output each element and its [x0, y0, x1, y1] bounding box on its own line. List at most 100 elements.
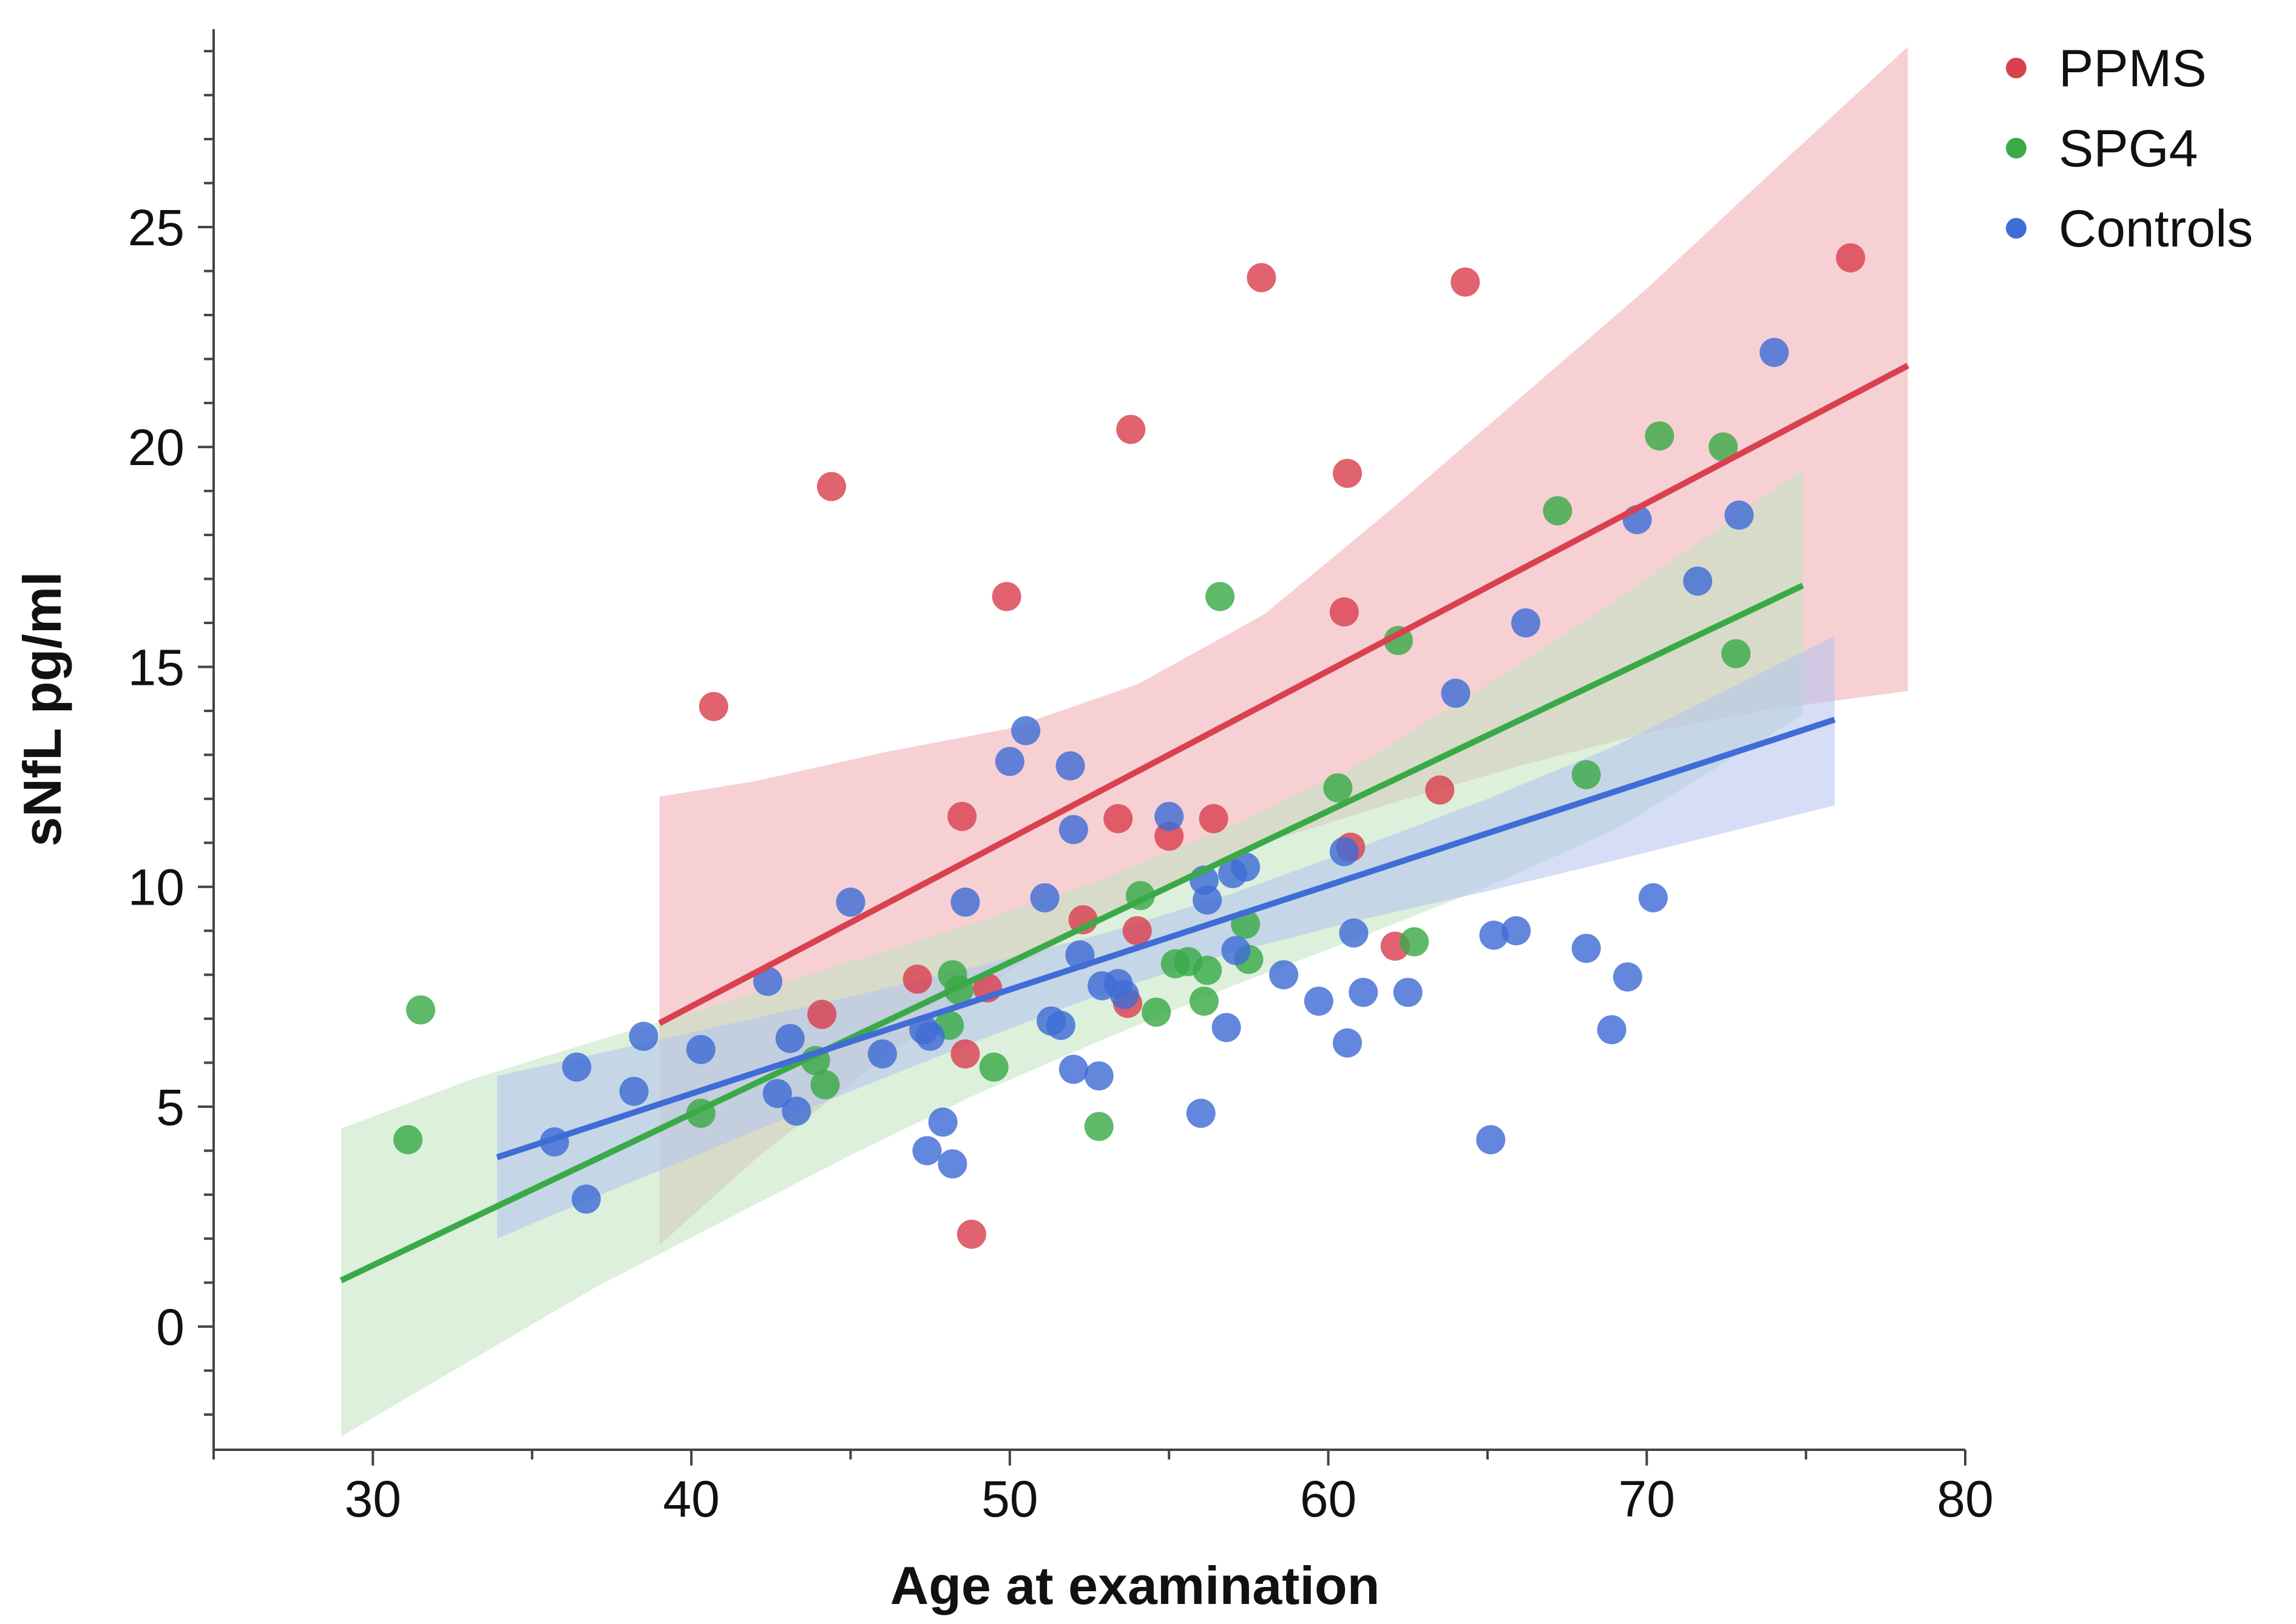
ppms-point	[1122, 916, 1152, 946]
spg4-point	[1193, 956, 1222, 985]
controls-point	[762, 1079, 792, 1109]
controls-point	[1109, 980, 1139, 1010]
y-tick-label: 0	[156, 1299, 185, 1356]
x-tick-label: 50	[981, 1470, 1038, 1527]
spg4-point	[1323, 773, 1353, 803]
x-tick-label: 30	[345, 1470, 401, 1527]
controls-point	[1339, 918, 1369, 948]
spg4-point	[1571, 760, 1601, 789]
controls-point	[1221, 936, 1251, 965]
ppms-point	[957, 1220, 986, 1249]
controls-point	[571, 1184, 601, 1214]
controls-point	[1683, 566, 1713, 596]
controls-point	[562, 1052, 592, 1082]
ppms-point	[817, 472, 846, 501]
spg4-point	[1721, 639, 1751, 668]
legend-marker	[2006, 138, 2027, 158]
ppms-point	[992, 582, 1021, 611]
y-tick-label: 5	[156, 1079, 185, 1136]
spg4-point	[810, 1070, 840, 1099]
ppms-point	[1425, 775, 1455, 805]
spg4-point	[1645, 421, 1675, 451]
controls-point	[912, 1136, 942, 1166]
controls-point	[1613, 962, 1642, 992]
spg4-point	[1708, 432, 1738, 462]
controls-point	[995, 747, 1024, 776]
legend-marker	[2006, 58, 2027, 78]
ppms-point	[1451, 267, 1480, 297]
legend-item-controls: Controls	[2006, 200, 2253, 258]
x-tick-label: 70	[1619, 1470, 1675, 1527]
controls-point	[782, 1096, 811, 1126]
controls-point	[1349, 977, 1378, 1007]
spg4-point	[979, 1052, 1009, 1082]
controls-point	[1597, 1015, 1627, 1045]
controls-point	[1511, 608, 1540, 637]
controls-point	[775, 1024, 805, 1053]
y-tick-label: 25	[128, 199, 185, 256]
controls-point	[1502, 916, 1531, 946]
controls-point	[938, 1149, 967, 1179]
controls-point	[1329, 837, 1359, 866]
ppms-point	[699, 691, 728, 721]
spg4-point	[1400, 927, 1429, 957]
ppms-point	[1329, 597, 1359, 627]
controls-point	[1211, 1013, 1241, 1042]
ppms-point	[1199, 804, 1228, 834]
controls-point	[928, 1107, 958, 1137]
regression-lines	[339, 362, 1909, 1283]
controls-point	[1304, 987, 1333, 1016]
legend-item-spg4: SPG4	[2006, 120, 2198, 178]
legend: PPMS SPG4 Controls	[2006, 39, 2253, 258]
spg4-point	[393, 1125, 423, 1155]
controls-point	[1479, 920, 1509, 950]
spg4-point	[1189, 987, 1219, 1016]
ppms-point	[1103, 804, 1133, 834]
controls-point	[1476, 1125, 1506, 1155]
ppms-point	[1836, 243, 1866, 273]
legend-label: PPMS	[2059, 39, 2207, 98]
confidence-bands	[340, 47, 1908, 1437]
axes: 30 40 50 60 70 80 0 5 10 15 20 25	[128, 29, 1994, 1527]
x-tick-label: 80	[1937, 1470, 1993, 1527]
controls-point	[1030, 883, 1060, 912]
x-tick-label: 40	[663, 1470, 719, 1527]
spg4-point	[1205, 582, 1235, 611]
controls-point	[1638, 883, 1668, 912]
controls-point	[1055, 751, 1085, 781]
ppms-point	[1116, 415, 1146, 444]
legend-label: SPG4	[2059, 120, 2198, 178]
spg4-point	[406, 995, 436, 1025]
controls-point	[629, 1022, 659, 1051]
ppms-fit-line	[658, 362, 1909, 1026]
controls-point	[1571, 934, 1601, 963]
controls-point	[1333, 1028, 1362, 1058]
controls-point	[1084, 1061, 1114, 1091]
legend-item-ppms: PPMS	[2006, 39, 2207, 98]
controls-point	[1186, 1098, 1216, 1128]
spg4-point	[1142, 997, 1171, 1027]
spg4-fit-line	[339, 582, 1804, 1283]
controls-point	[1269, 960, 1299, 990]
controls-point	[1058, 815, 1088, 844]
controls-point	[1154, 801, 1184, 831]
controls-point	[1193, 885, 1222, 915]
controls-point	[753, 967, 782, 996]
y-axis-title: sNfL pg/ml	[12, 571, 72, 846]
ppms-point	[1333, 458, 1362, 488]
x-tick-label: 60	[1300, 1470, 1356, 1527]
ppms-point	[950, 1039, 980, 1069]
controls-point	[1441, 678, 1471, 708]
spg4-point	[1084, 1112, 1114, 1141]
controls-point	[1058, 1055, 1088, 1084]
ppms-point	[807, 999, 837, 1029]
x-axis-title: Age at examination	[890, 1555, 1380, 1616]
ppms-point	[902, 964, 932, 994]
controls-point	[1046, 1010, 1075, 1040]
controls-point	[915, 1022, 945, 1051]
y-tick-label: 20	[128, 419, 185, 476]
controls-point	[619, 1076, 649, 1106]
controls-point	[867, 1039, 897, 1069]
controls-fit-line	[496, 716, 1836, 1160]
